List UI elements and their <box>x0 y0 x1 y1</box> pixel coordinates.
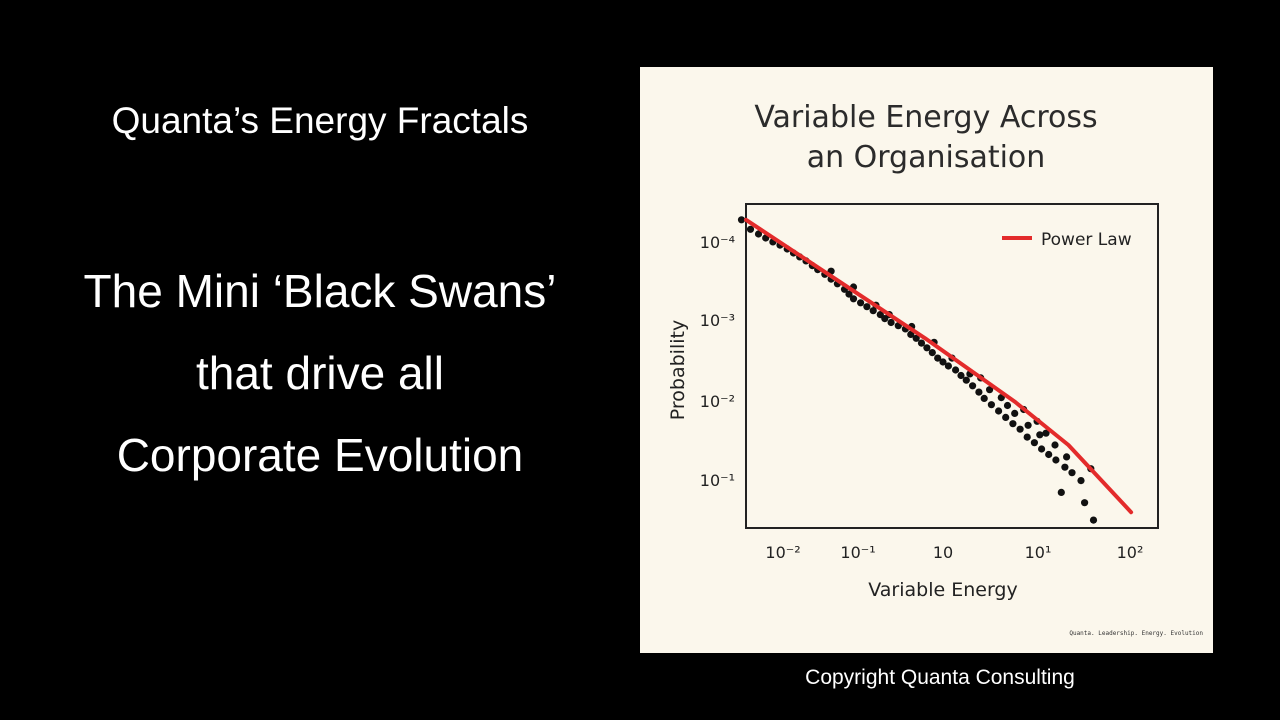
scatter-point-41 <box>987 401 995 409</box>
scatter-point-33 <box>939 358 947 366</box>
scatter-point-38 <box>969 382 977 390</box>
scatter-point-36 <box>957 371 965 380</box>
scatter-point-37 <box>962 376 970 384</box>
scatter-point-3 <box>754 230 763 238</box>
slide-tagline: The Mini ‘Black Swans’ that drive all Co… <box>20 250 620 496</box>
scatter-point-2 <box>746 225 755 233</box>
scatter-point-76 <box>1081 499 1089 507</box>
x-tick-label-2: 10⁻¹ <box>840 543 875 562</box>
y-tick-label-4: 10⁻¹ <box>700 471 735 490</box>
slide-heading: Quanta’s Energy Fractals <box>111 100 529 141</box>
scatter-point-20 <box>863 303 871 311</box>
copyright-notice: Copyright Quanta Consulting <box>805 666 1075 689</box>
chart-title-line-1: Variable Energy Across <box>754 100 1097 135</box>
x-tick-label-5: 10² <box>1117 543 1144 562</box>
scatter-point-46 <box>1023 433 1031 441</box>
scatter-point-73 <box>1063 453 1071 461</box>
scatter-point-65 <box>1003 401 1012 410</box>
scatter-point-28 <box>912 334 920 342</box>
scatter-point-45 <box>1016 425 1024 433</box>
scatter-point-32 <box>934 354 942 362</box>
scatter-point-43 <box>1002 413 1010 421</box>
scatter-point-42 <box>995 407 1003 415</box>
scatter-point-63 <box>986 386 994 394</box>
scatter-point-29 <box>917 339 926 347</box>
scatter-point-24 <box>887 318 895 327</box>
x-axis-label: Variable Energy <box>868 579 1018 601</box>
legend-label: Power Law <box>1041 230 1132 250</box>
scatter-point-35 <box>952 366 960 374</box>
x-tick-label-4: 10¹ <box>1025 543 1052 562</box>
scatter-point-34 <box>944 362 952 370</box>
scatter-point-1 <box>737 216 746 224</box>
y-tick-label-3: 10⁻² <box>700 392 735 411</box>
y-tick-label-1: 10⁻⁴ <box>700 233 735 252</box>
scatter-point-50 <box>1052 456 1060 464</box>
x-tick-label-1: 10⁻² <box>765 543 800 562</box>
scatter-point-51 <box>1061 463 1069 471</box>
scatter-point-27 <box>907 330 915 338</box>
scatter-point-39 <box>975 388 983 396</box>
chart-figure: Variable Energy Across an Organisation P… <box>667 100 1203 637</box>
data-layer <box>737 216 1134 524</box>
chart-footer: Quanta. Leadership. Energy. Evolution <box>1069 630 1203 637</box>
scatter-point-75 <box>1057 488 1065 496</box>
scatter-point-44 <box>1009 420 1017 428</box>
chart-title-line-2: an Organisation <box>807 140 1046 175</box>
tagline-line-3: Corporate Evolution <box>116 429 524 481</box>
scatter-point-68 <box>1036 431 1044 439</box>
scatter-point-30 <box>923 344 931 352</box>
tagline-line-1: The Mini ‘Black Swans’ <box>83 265 557 317</box>
scatter-point-67 <box>1024 421 1032 429</box>
scatter-point-49 <box>1045 450 1053 459</box>
scatter-point-48 <box>1038 445 1046 453</box>
scatter-point-52 <box>1068 469 1076 477</box>
y-tick-label-2: 10⁻³ <box>700 311 735 330</box>
scatter-point-18 <box>849 295 858 303</box>
y-axis-label: Probability <box>667 320 689 420</box>
plot-frame <box>745 203 1159 529</box>
power-law-line <box>744 217 1134 515</box>
scatter-point-71 <box>1042 429 1050 437</box>
scatter-point-72 <box>1051 441 1059 449</box>
x-tick-label-3: 10 <box>933 543 953 562</box>
tagline-line-2: that drive all <box>195 347 444 399</box>
scatter-point-19 <box>857 299 865 307</box>
scatter-point-40 <box>980 394 988 402</box>
scatter-point-31 <box>928 349 936 357</box>
scatter-point-17 <box>845 290 853 298</box>
scatter-point-47 <box>1030 439 1038 447</box>
scatter-point-66 <box>1011 409 1019 417</box>
scatter-point-77 <box>1089 516 1098 524</box>
scatter-point-21 <box>869 307 877 315</box>
chart-panel: Variable Energy Across an Organisation P… <box>640 67 1213 653</box>
scatter-point-53 <box>1077 477 1085 485</box>
